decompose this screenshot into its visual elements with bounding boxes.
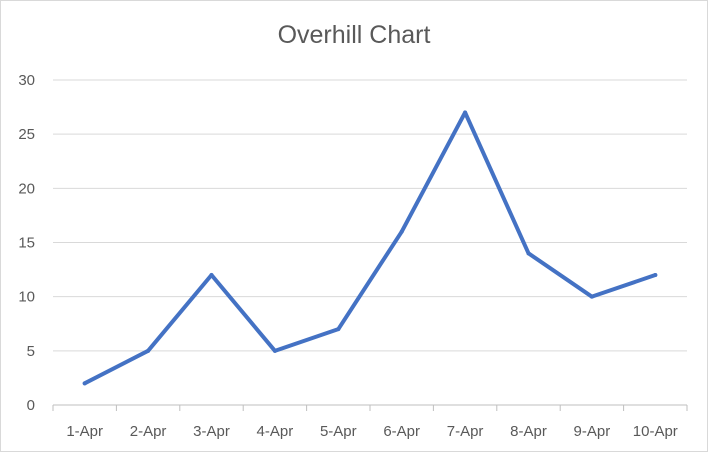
x-tick-label: 4-Apr — [257, 423, 294, 440]
chart-title: Overhill Chart — [277, 21, 431, 49]
x-tick-label: 3-Apr — [193, 423, 230, 440]
x-tick-label: 10-Apr — [633, 423, 678, 440]
data-point — [399, 229, 404, 234]
x-tick-label: 5-Apr — [320, 423, 357, 440]
series-line — [82, 110, 658, 386]
y-tick-label: 15 — [18, 235, 35, 252]
data-point — [272, 348, 277, 353]
y-tick-label: 0 — [27, 397, 35, 414]
y-tick-label: 25 — [18, 126, 35, 143]
x-tick-label: 9-Apr — [574, 423, 611, 440]
data-point — [526, 251, 531, 256]
x-tick-label: 8-Apr — [510, 423, 547, 440]
data-point — [589, 294, 594, 299]
x-tick-label: 1-Apr — [66, 423, 103, 440]
data-point — [463, 110, 468, 115]
x-tick-label: 6-Apr — [383, 423, 420, 440]
x-tick-label: 2-Apr — [130, 423, 167, 440]
data-point — [653, 273, 658, 277]
y-tick-label: 5 — [27, 343, 35, 360]
x-tick-label: 7-Apr — [447, 423, 484, 440]
y-tick-label: 10 — [18, 289, 35, 306]
data-point — [146, 348, 151, 353]
data-point — [209, 273, 214, 277]
data-point — [336, 327, 341, 332]
y-tick-label: 20 — [18, 180, 35, 197]
y-tick-label: 30 — [18, 72, 35, 89]
data-point — [82, 381, 87, 386]
